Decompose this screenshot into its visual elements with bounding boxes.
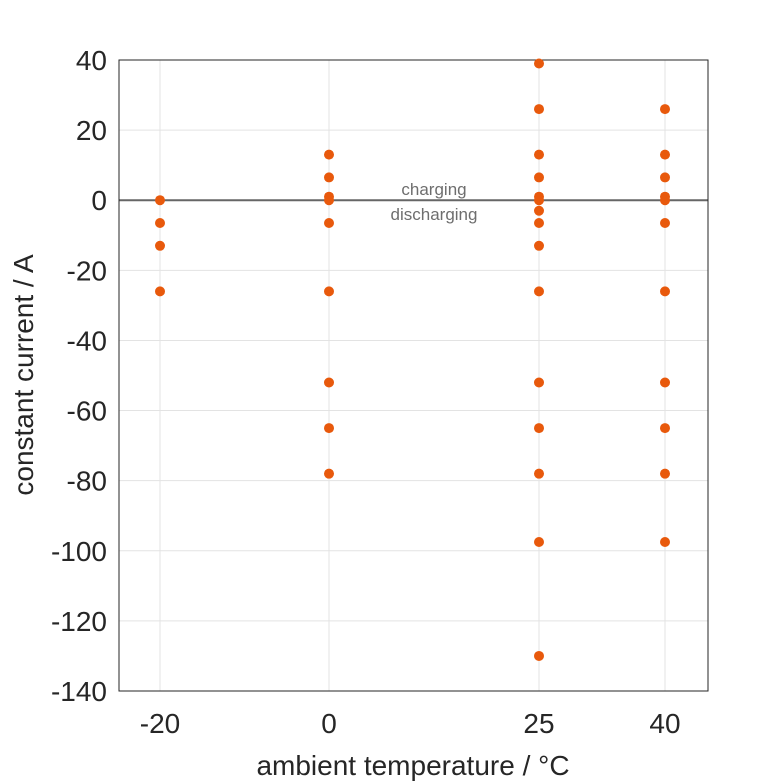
y-tick-label: 40	[76, 45, 107, 76]
data-point	[660, 149, 670, 160]
annotation-charging: charging	[401, 180, 466, 199]
x-tick-labels: -20 0 25 40	[140, 708, 681, 739]
data-point	[660, 104, 670, 115]
data-point	[324, 423, 334, 434]
y-tick-label: -40	[67, 325, 107, 356]
y-tick-label: -120	[51, 606, 107, 637]
data-point	[534, 240, 544, 251]
data-point	[534, 205, 544, 216]
y-tick-label: -100	[51, 536, 107, 567]
data-point	[324, 218, 334, 229]
data-point	[534, 195, 544, 206]
data-point	[660, 423, 670, 434]
data-point	[155, 240, 165, 251]
data-point	[155, 195, 165, 206]
data-point	[324, 195, 334, 206]
y-tick-label: -80	[67, 466, 107, 497]
data-point	[534, 537, 544, 548]
y-tick-label: 20	[76, 115, 107, 146]
data-point	[534, 650, 544, 661]
data-point	[324, 149, 334, 160]
data-point	[660, 172, 670, 183]
data-point	[660, 468, 670, 479]
data-point	[660, 195, 670, 206]
data-point	[534, 149, 544, 160]
y-tick-labels: 40 20 0 -20 -40 -60 -80 -100 -120 -140	[51, 45, 107, 707]
data-point	[324, 377, 334, 388]
data-point	[660, 286, 670, 297]
y-axis-title: constant current / A	[8, 254, 39, 496]
data-point	[155, 286, 165, 297]
data-point	[534, 172, 544, 183]
data-point	[324, 172, 334, 183]
data-point	[534, 468, 544, 479]
annotation-discharging: discharging	[391, 205, 478, 224]
data-point	[534, 104, 544, 115]
x-tick-label: 40	[649, 708, 680, 739]
data-point	[155, 218, 165, 229]
grid	[119, 59, 708, 692]
y-tick-label: -60	[67, 396, 107, 427]
data-point	[534, 218, 544, 229]
x-tick-label: -20	[140, 708, 180, 739]
x-axis-title: ambient temperature / °C	[256, 750, 569, 781]
data-point	[534, 286, 544, 297]
plot-frame	[118, 59, 709, 692]
data-point	[324, 286, 334, 297]
data-point	[660, 537, 670, 548]
data-point	[324, 468, 334, 479]
data-point	[660, 218, 670, 229]
x-tick-label: 0	[321, 708, 337, 739]
y-tick-label: -140	[51, 676, 107, 707]
data-point	[534, 377, 544, 388]
data-point	[534, 58, 544, 69]
data-point	[534, 423, 544, 434]
y-tick-label: -20	[67, 255, 107, 286]
data-points	[155, 58, 670, 661]
data-point	[660, 377, 670, 388]
x-tick-label: 25	[523, 708, 554, 739]
y-tick-label: 0	[91, 185, 107, 216]
